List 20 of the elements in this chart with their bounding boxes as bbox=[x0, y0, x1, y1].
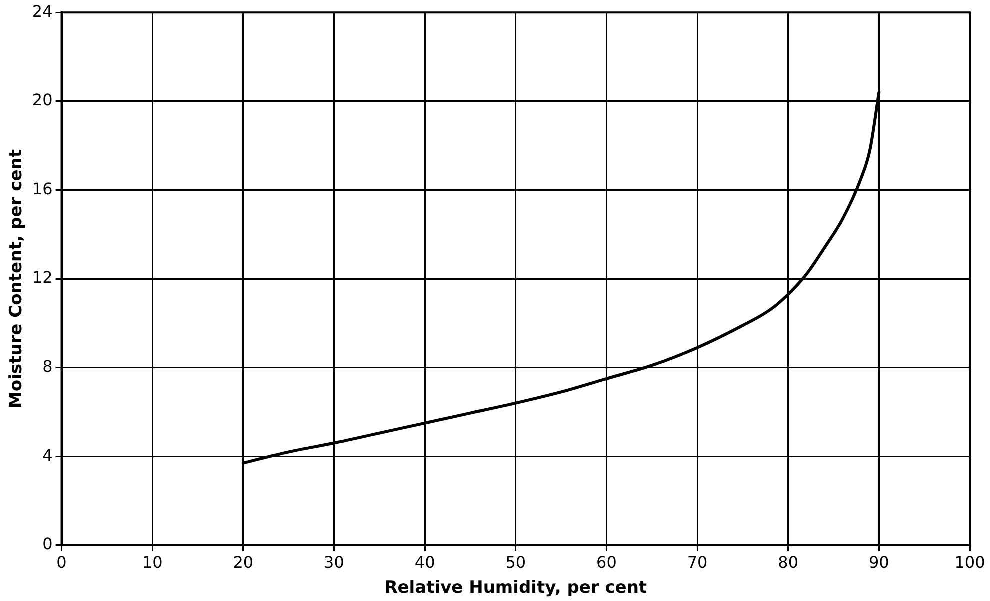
x-tick-label: 60 bbox=[596, 553, 617, 572]
x-tick-label: 70 bbox=[687, 553, 708, 572]
y-tick-label: 20 bbox=[32, 90, 53, 110]
x-tick-label: 0 bbox=[56, 553, 67, 572]
x-tick-label: 90 bbox=[868, 553, 890, 572]
y-tick-label: 4 bbox=[42, 446, 53, 465]
x-axis-title: Relative Humidity, per cent bbox=[384, 578, 648, 598]
x-tick-label: 10 bbox=[142, 553, 163, 572]
y-tick-label: 8 bbox=[42, 356, 53, 376]
y-tick-label: 0 bbox=[42, 534, 53, 554]
x-tick-label: 50 bbox=[506, 553, 526, 572]
x-tick-label: 20 bbox=[233, 553, 254, 572]
x-tick-label: 100 bbox=[954, 553, 986, 572]
y-tick-label: 12 bbox=[32, 268, 53, 288]
x-tick-label: 30 bbox=[324, 553, 344, 572]
y-axis-title: Moisture Content, per cent bbox=[6, 150, 27, 408]
y-tick-label: 24 bbox=[32, 2, 53, 21]
x-tick-label: 80 bbox=[778, 553, 799, 572]
x-tick-label: 40 bbox=[414, 553, 436, 572]
y-tick-label: 16 bbox=[32, 179, 53, 198]
